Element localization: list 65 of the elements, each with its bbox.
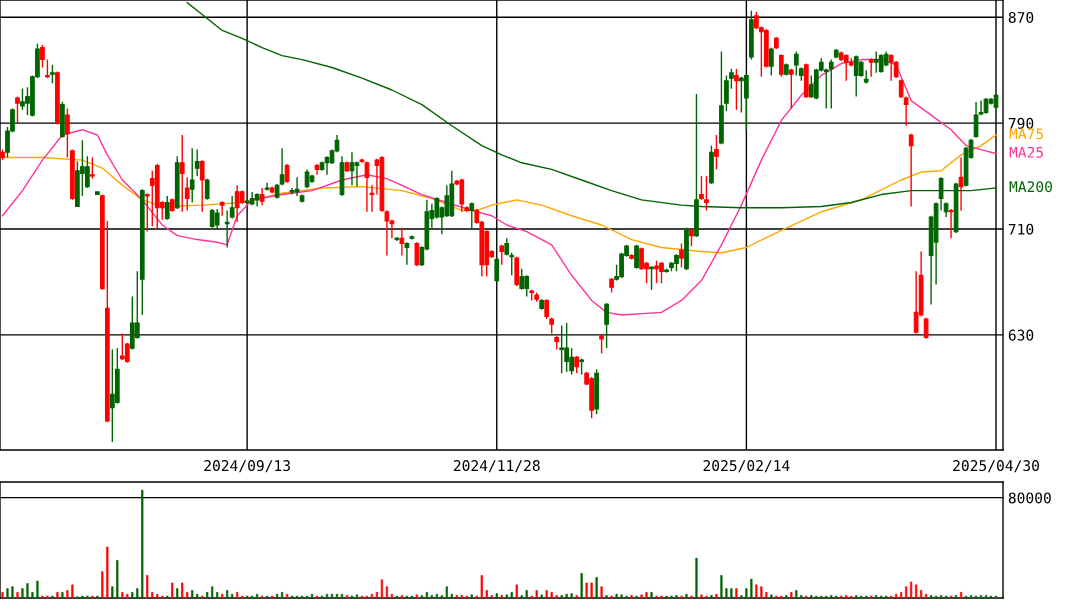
candlestick — [499, 244, 505, 266]
series-label: MA75 — [1009, 128, 1043, 140]
candlestick — [509, 252, 515, 276]
candlestick — [714, 134, 719, 171]
candlestick — [908, 132, 914, 208]
candlestick — [679, 242, 684, 269]
candlestick — [903, 95, 909, 127]
candlestick — [214, 208, 220, 230]
candlestick — [404, 241, 410, 266]
candlestick — [958, 156, 964, 212]
candlestick — [868, 57, 874, 78]
candlestick — [599, 334, 604, 355]
candlestick — [164, 195, 170, 221]
candlestick — [15, 95, 20, 124]
candlestick — [729, 68, 734, 90]
candlestick — [828, 58, 834, 110]
candlestick — [219, 200, 225, 217]
candlestick — [189, 147, 195, 204]
candlestick — [279, 147, 285, 186]
candlestick — [399, 226, 405, 257]
y-tick-label: 80000 — [1008, 492, 1051, 504]
candlestick — [65, 107, 70, 159]
candlestick — [284, 163, 290, 184]
candlestick — [649, 265, 654, 291]
y-tick-label: 710 — [1008, 223, 1034, 235]
candlestick — [469, 201, 475, 230]
x-tick-label: 2024/09/13 — [204, 460, 290, 473]
candlestick — [604, 302, 609, 349]
candlestick — [544, 298, 550, 320]
y-tick-label: 790 — [1008, 117, 1034, 129]
candlestick — [45, 58, 50, 79]
candlestick — [724, 74, 729, 112]
candlestick — [144, 192, 150, 233]
candlestick — [354, 160, 360, 188]
x-tick-label: 2025/02/14 — [703, 460, 790, 473]
candlestick — [414, 241, 420, 267]
candlestick — [948, 208, 954, 239]
candlestick — [50, 64, 55, 85]
x-tick-label: 2025/04/30 — [953, 460, 1039, 473]
candlestick — [494, 257, 500, 283]
candlestick — [778, 53, 784, 78]
candlestick — [184, 176, 190, 212]
y-tick-label: 630 — [1008, 329, 1034, 341]
x-tick-label: 2024/11/28 — [453, 460, 540, 473]
candlestick — [264, 181, 270, 192]
candlestick — [704, 175, 709, 212]
candlestick — [199, 159, 205, 213]
candlestick — [519, 267, 525, 291]
candlestick — [194, 148, 200, 177]
candlestick — [634, 244, 639, 270]
candlestick — [699, 175, 704, 201]
series-label: MA200 — [1009, 181, 1052, 193]
series-label: MA25 — [1009, 146, 1043, 158]
candlestick — [179, 134, 185, 213]
candlestick — [559, 324, 565, 374]
candlestick — [40, 44, 45, 69]
candlestick — [898, 78, 904, 99]
candlestick — [788, 68, 794, 110]
candlestick — [90, 156, 95, 180]
y-tick-label: 870 — [1008, 11, 1034, 23]
candlestick — [294, 176, 300, 197]
candlestick — [224, 209, 230, 249]
candlestick — [768, 46, 774, 77]
candlestick — [793, 50, 799, 77]
candlestick — [734, 68, 739, 111]
